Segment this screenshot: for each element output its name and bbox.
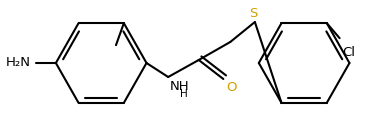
Text: NH: NH: [170, 80, 190, 93]
Text: O: O: [226, 81, 237, 94]
Text: H₂N: H₂N: [5, 56, 30, 70]
Text: S: S: [249, 7, 257, 20]
Text: Cl: Cl: [342, 46, 356, 59]
Text: H: H: [180, 89, 188, 99]
